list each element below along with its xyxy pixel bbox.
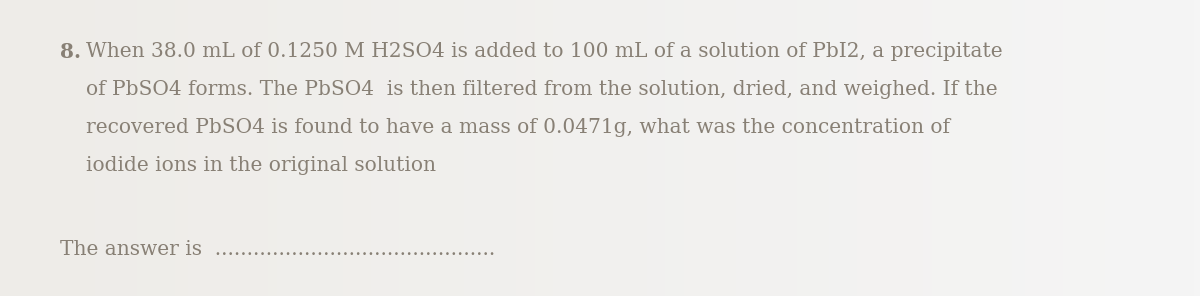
Text: recovered PbSO4 is found to have a mass of 0.0471g, what was the concentration o: recovered PbSO4 is found to have a mass …: [86, 118, 950, 137]
Text: 8.: 8.: [60, 42, 82, 62]
Text: When 38.0 mL of 0.1250 M H2SO4 is added to 100 mL of a solution of PbI2, a preci: When 38.0 mL of 0.1250 M H2SO4 is added …: [86, 42, 1003, 61]
Text: of PbSO4 forms. The PbSO4  is then filtered from the solution, dried, and weighe: of PbSO4 forms. The PbSO4 is then filter…: [86, 80, 998, 99]
Text: The answer is  ............................................: The answer is ..........................…: [60, 240, 496, 259]
Text: iodide ions in the original solution: iodide ions in the original solution: [86, 156, 437, 175]
